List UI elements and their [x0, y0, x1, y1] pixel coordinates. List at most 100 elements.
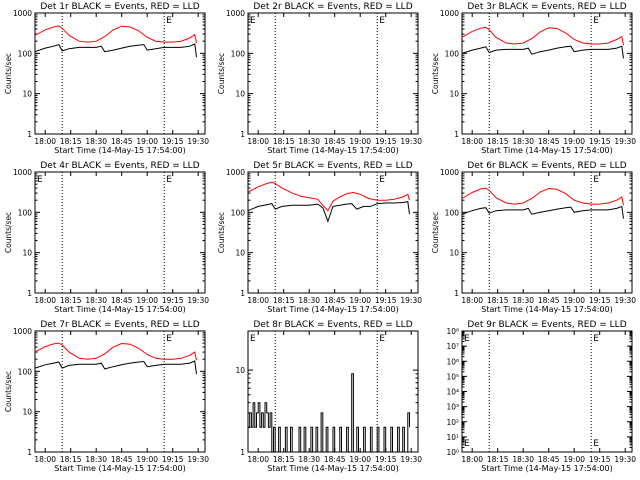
lld-series-line: [34, 25, 197, 44]
x-tick-label: 18:15: [273, 296, 295, 305]
x-axis-label: Start Time (14-May-15 17:54:00): [267, 464, 398, 473]
x-tick-label: 19:30: [187, 296, 209, 305]
y-axis-label: Counts/sec: [217, 212, 226, 253]
y-tick-label: 1000: [13, 327, 32, 336]
panel-det-7r: Det 7r BLACK = Events, RED = LLD 18:00 18:…: [4, 320, 209, 473]
x-tick-label: 19:15: [589, 455, 611, 464]
event-marker-bottom: E: [593, 439, 599, 449]
event-marker-top: E: [593, 16, 599, 26]
panel-det-5r: Det 5r BLACK = Events, RED = LLD 18:00 18:…: [217, 161, 422, 314]
x-tick-label: 19:00: [563, 137, 585, 146]
y-tick-label: 10²: [446, 418, 459, 427]
x-axis-label: Start Time (14-May-15 17:54:00): [54, 146, 185, 155]
event-marker-top: E: [379, 16, 385, 26]
y-tick-label: 10: [235, 366, 245, 375]
y-tick-label: 10¹: [446, 433, 459, 442]
x-tick-label: 18:15: [487, 137, 509, 146]
y-tick-label: 100: [18, 367, 33, 376]
x-tick-label: 19:00: [136, 455, 158, 464]
x-tick-label: 19:15: [589, 296, 611, 305]
events-series-line: [461, 205, 624, 219]
x-tick-label: 19:30: [187, 455, 209, 464]
panel-det-8r: Det 8r BLACK = Events, RED = LLD 18:00 18:…: [235, 320, 422, 473]
x-tick-label: 18:30: [512, 296, 534, 305]
panel-title: Det 5r BLACK = Events, RED = LLD: [253, 161, 412, 171]
x-tick-label: 18:00: [461, 296, 483, 305]
plot-frame: [461, 330, 633, 453]
panel-title: Det 8r BLACK = Events, RED = LLD: [253, 320, 412, 330]
x-tick-label: 19:15: [375, 455, 397, 464]
x-tick-label: 19:30: [614, 455, 636, 464]
x-tick-label: 19:15: [162, 455, 184, 464]
x-tick-label: 19:30: [400, 455, 422, 464]
panel-det-1r: Det 1r BLACK = Events, RED = LLD 18:00 18:…: [4, 2, 209, 155]
event-marker-top: E: [250, 334, 256, 344]
y-tick-label: 100: [231, 208, 246, 217]
events-series-line: [248, 373, 410, 453]
x-axis-label: Start Time (14-May-15 17:54:00): [267, 146, 398, 155]
panel-title: Det 6r BLACK = Events, RED = LLD: [467, 161, 626, 171]
x-tick-label: 18:45: [538, 455, 560, 464]
y-tick-label: 10³: [446, 403, 459, 412]
y-tick-label: 1000: [13, 168, 32, 177]
y-tick-label: 10⁴: [446, 388, 459, 397]
x-tick-label: 18:45: [111, 296, 133, 305]
x-tick-label: 18:15: [273, 455, 295, 464]
x-tick-label: 19:30: [614, 296, 636, 305]
x-axis-label: Start Time (14-May-15 17:54:00): [481, 305, 612, 314]
x-tick-label: 18:30: [298, 296, 320, 305]
y-tick-label: 1000: [226, 9, 245, 18]
x-axis-label: Start Time (14-May-15 17:54:00): [481, 464, 612, 473]
y-tick-label: 100: [18, 208, 33, 217]
x-tick-label: 19:15: [589, 137, 611, 146]
y-tick-label: 100: [18, 49, 33, 58]
panel-det-4r: Det 4r BLACK = Events, RED = LLD 18:00 18:…: [4, 161, 209, 314]
x-tick-label: 18:30: [85, 137, 107, 146]
x-tick-label: 19:00: [563, 455, 585, 464]
panel-title: Det 9r BLACK = Events, RED = LLD: [467, 320, 626, 330]
y-tick-label: 1: [27, 130, 32, 139]
x-tick-label: 18:00: [34, 137, 56, 146]
events-series-line: [34, 43, 197, 58]
lld-series-line: [461, 26, 624, 46]
x-axis-label: Start Time (14-May-15 17:54:00): [267, 305, 398, 314]
y-tick-label: 10: [22, 408, 32, 417]
panel-title: Det 7r BLACK = Events, RED = LLD: [40, 320, 199, 330]
x-axis-label: Start Time (14-May-15 17:54:00): [54, 305, 185, 314]
y-tick-label: 1: [27, 448, 32, 457]
y-tick-label: 1000: [440, 168, 459, 177]
x-tick-label: 18:45: [538, 296, 560, 305]
events-series-line: [247, 201, 410, 223]
x-tick-label: 18:30: [85, 455, 107, 464]
y-axis-label: Counts/sec: [431, 53, 440, 94]
x-tick-label: 19:30: [614, 137, 636, 146]
y-axis-label: Counts/sec: [4, 53, 13, 94]
x-tick-label: 18:45: [111, 137, 133, 146]
x-tick-label: 19:30: [400, 296, 422, 305]
y-tick-label: 1000: [440, 9, 459, 18]
y-tick-label: 10: [449, 249, 459, 258]
y-axis-label: Counts/sec: [431, 212, 440, 253]
x-tick-label: 18:15: [487, 455, 509, 464]
x-tick-label: 18:00: [461, 137, 483, 146]
event-marker-bottom: E: [464, 439, 470, 449]
lld-series-line: [461, 187, 624, 206]
x-tick-label: 18:15: [60, 455, 82, 464]
x-tick-label: 19:15: [162, 137, 184, 146]
x-tick-label: 19:00: [563, 296, 585, 305]
plot-frame: [247, 12, 419, 135]
y-tick-label: 10: [22, 249, 32, 258]
event-marker-top: E: [250, 16, 256, 26]
x-tick-label: 19:15: [375, 137, 397, 146]
x-tick-label: 19:00: [349, 137, 371, 146]
x-tick-label: 18:45: [324, 137, 346, 146]
x-tick-label: 18:15: [487, 296, 509, 305]
x-tick-label: 19:30: [187, 137, 209, 146]
y-tick-label: 1000: [13, 9, 32, 18]
x-tick-label: 18:30: [85, 296, 107, 305]
x-tick-label: 19:00: [349, 455, 371, 464]
x-tick-label: 18:00: [34, 455, 56, 464]
panel-det-6r: Det 6r BLACK = Events, RED = LLD 18:00 18:…: [431, 161, 636, 314]
x-tick-label: 18:00: [461, 455, 483, 464]
